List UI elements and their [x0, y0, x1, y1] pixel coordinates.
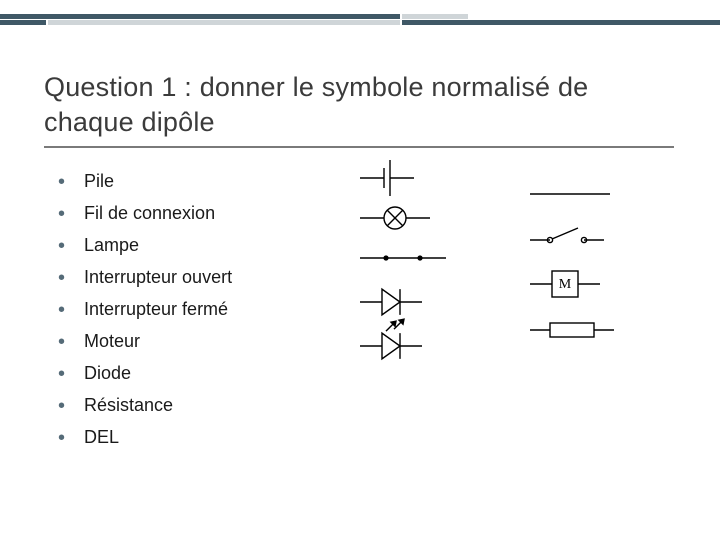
svg-text:M: M — [559, 277, 572, 292]
list-item: Interrupteur fermé — [58, 296, 232, 324]
list-item: Résistance — [58, 392, 232, 420]
symbols-panel: M — [340, 160, 680, 440]
lamp-icon — [360, 207, 430, 229]
switch-open-icon — [530, 228, 604, 243]
diode-icon — [360, 289, 422, 315]
accent-segment — [48, 20, 400, 25]
accent-segment — [470, 14, 720, 19]
symbols-svg: M — [340, 160, 680, 440]
list-item: Moteur — [58, 328, 232, 356]
list-item: Diode — [58, 360, 232, 388]
list-item: DEL — [58, 424, 232, 452]
accent-segment — [402, 14, 468, 19]
list-item: Pile — [58, 168, 232, 196]
accent-segment — [0, 20, 46, 25]
slide-title: Question 1 : donner le symbole normalisé… — [44, 70, 674, 148]
top-accent-bar — [0, 14, 720, 24]
led-icon — [360, 319, 422, 359]
battery-icon — [360, 160, 414, 196]
switch-closed-icon — [360, 255, 446, 260]
list-item: Fil de connexion — [58, 200, 232, 228]
list-item: Interrupteur ouvert — [58, 264, 232, 292]
list-item: Lampe — [58, 232, 232, 260]
accent-segment — [0, 14, 400, 19]
accent-segment — [402, 20, 720, 25]
bullet-list: Pile Fil de connexion Lampe Interrupteur ou… — [58, 168, 232, 456]
title-text: Question 1 : donner le symbole normalisé… — [44, 70, 674, 148]
resistor-icon — [530, 323, 614, 337]
slide: Question 1 : donner le symbole normalisé… — [0, 0, 720, 540]
motor-icon: M — [530, 271, 600, 297]
